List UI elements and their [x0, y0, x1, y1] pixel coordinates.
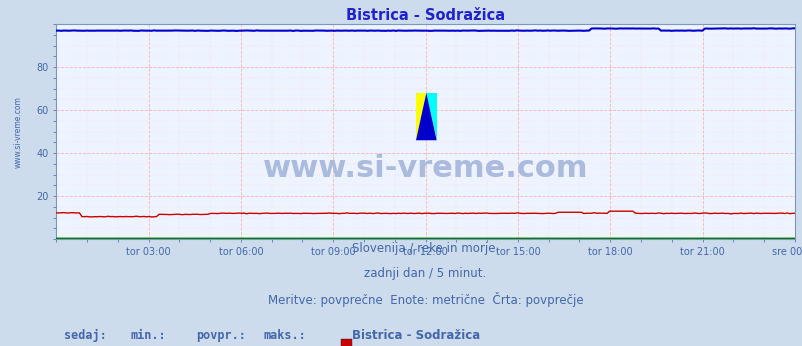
Polygon shape [426, 93, 436, 140]
Text: povpr.:: povpr.: [196, 329, 246, 342]
Text: Meritve: povprečne  Enote: metrične  Črta: povprečje: Meritve: povprečne Enote: metrične Črta:… [267, 292, 583, 307]
Title: Bistrica - Sodražica: Bistrica - Sodražica [346, 8, 504, 23]
Text: min.:: min.: [130, 329, 165, 342]
Text: www.si-vreme.com: www.si-vreme.com [262, 154, 588, 183]
Text: Slovenija / reke in morje.: Slovenija / reke in morje. [351, 242, 499, 255]
Text: www.si-vreme.com: www.si-vreme.com [14, 96, 22, 167]
Text: maks.:: maks.: [263, 329, 306, 342]
Text: zadnji dan / 5 minut.: zadnji dan / 5 minut. [364, 267, 486, 280]
Bar [340, 339, 352, 346]
Polygon shape [415, 93, 426, 140]
Polygon shape [415, 93, 436, 140]
Text: sedaj:: sedaj: [63, 329, 106, 342]
Text: Bistrica - Sodražica: Bistrica - Sodražica [351, 329, 480, 342]
